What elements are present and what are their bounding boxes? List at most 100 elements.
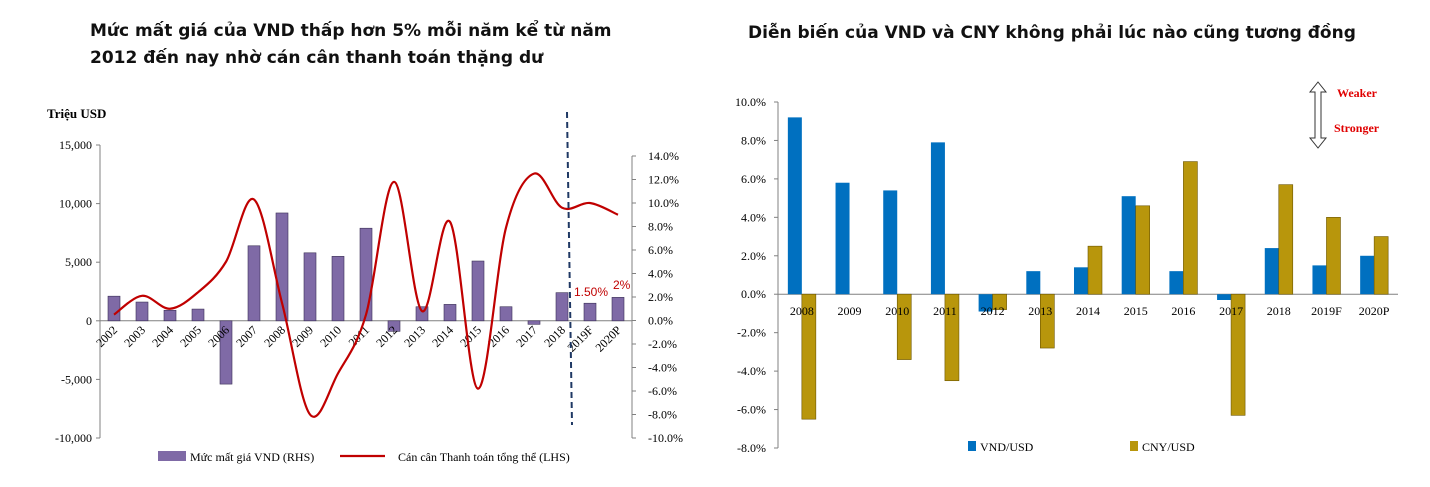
x-tick-label: 2019F: [565, 323, 597, 355]
left-title-line1: Mức mất giá của VND thấp hơn 5% mỗi năm …: [90, 21, 612, 41]
right-chart-x-tick-label: 2012: [981, 304, 1005, 318]
left-chart-title: Mức mất giá của VND thấp hơn 5% mỗi năm …: [90, 18, 690, 72]
right-y-tick-label: 14.0%: [648, 149, 679, 163]
purple-bar: [527, 320, 541, 325]
right-chart-title: Diễn biến của VND và CNY không phải lúc …: [748, 23, 1356, 43]
right-chart-x-tick-label: 2010: [885, 304, 909, 318]
vnd-usd-bar: [883, 190, 898, 295]
left-y-tick-label: -5,000: [61, 372, 92, 386]
cny-usd-bar: [944, 293, 960, 382]
purple-bar: [303, 252, 317, 322]
purple-bar: [331, 256, 345, 322]
right-y-tick-label: -10.0%: [648, 431, 683, 445]
weaker-label: Weaker: [1337, 86, 1378, 100]
purple-bar: [499, 306, 513, 322]
cny-usd-bar: [1183, 161, 1198, 295]
purple-bar: [583, 302, 597, 322]
right-y-tick-label: -8.0%: [648, 408, 677, 422]
left-y-tick-label: 5,000: [65, 255, 92, 269]
right-chart-x-tick-label: 2014: [1076, 304, 1100, 318]
x-tick-label: 2008: [261, 323, 288, 350]
x-tick-label: 2017: [513, 323, 540, 350]
vnd-usd-bar: [1312, 265, 1327, 295]
right-chart-x-tick-label: 2017: [1219, 304, 1243, 318]
x-tick-label: 2013: [401, 323, 428, 350]
left-unit-label: Triệu USD: [47, 106, 106, 121]
purple-bar: [247, 245, 261, 322]
right-chart-x-tick-label: 2013: [1028, 304, 1052, 318]
purple-bar: [387, 320, 401, 332]
right-y-tick-label: 6.0%: [648, 243, 673, 257]
right-y-tick-label: 8.0%: [648, 220, 673, 234]
vnd-usd-bar: [835, 182, 850, 295]
purple-bar: [611, 297, 625, 322]
x-tick-label: 2020P: [593, 323, 625, 355]
cny-usd-bar: [1040, 293, 1055, 349]
legend-label-purple: Mức mất giá VND (RHS): [190, 450, 314, 464]
purple-bar: [471, 260, 485, 322]
legend-swatch-cny-usd: [1130, 441, 1138, 451]
vnd-usd-bar: [1264, 248, 1279, 295]
vnd-usd-bar: [1026, 271, 1041, 295]
x-tick-label: 2015: [457, 323, 484, 350]
cny-usd-bar: [992, 293, 1007, 310]
vnd-usd-bar: [787, 117, 802, 295]
right-chart-y-tick-label: 2.0%: [741, 249, 766, 263]
left-y-tick-label: 15,000: [59, 138, 92, 152]
x-tick-label: 2014: [429, 323, 456, 350]
x-tick-label: 2010: [317, 323, 344, 350]
stronger-label: Stronger: [1334, 121, 1380, 135]
right-chart-y-tick-label: 0.0%: [741, 287, 766, 301]
x-tick-label: 2005: [177, 323, 204, 350]
right-chart: 10.0% 8.0% 6.0% 4.0% 2.0% 0.0% -2.0% -4.0% -6.0%…: [735, 81, 1398, 455]
x-tick-label: 2004: [149, 323, 176, 350]
right-chart-x-tick-label: 2019F: [1311, 304, 1342, 318]
cny-usd-bar: [1135, 205, 1150, 295]
right-chart-y-tick-label: -2.0%: [737, 326, 766, 340]
cny-usd-bar: [1373, 236, 1389, 295]
x-tick-label: 2018: [541, 323, 568, 350]
right-chart-y-tick-label: -6.0%: [737, 403, 766, 417]
balance-of-payments-line: [113, 172, 619, 418]
vnd-usd-bar: [978, 294, 993, 312]
vnd-usd-bar: [1360, 255, 1375, 295]
right-chart-x-tick-label: 2016: [1171, 304, 1195, 318]
purple-bar: [443, 304, 457, 322]
right-y-tick-label: 12.0%: [648, 173, 679, 187]
purple-bar: [107, 295, 121, 322]
right-y-tick-label: -2.0%: [648, 337, 677, 351]
right-chart-y-tick-label: 10.0%: [735, 95, 766, 109]
purple-bar: [219, 320, 233, 385]
cny-usd-bar: [1326, 217, 1341, 295]
legend-swatch-vnd-usd: [968, 441, 976, 451]
purple-bar: [135, 301, 149, 322]
x-tick-label: 2002: [93, 323, 120, 350]
left-chart: 15,000 10,000 5,000 0 -5,000 -10,000 14.0% 12.0…: [55, 111, 683, 464]
right-y-tick-label: 0.0%: [648, 314, 673, 328]
left-y-tick-label: 0: [86, 314, 92, 328]
cny-usd-bar: [1087, 245, 1103, 295]
right-chart-x-tick-label: 2008: [790, 304, 814, 318]
x-tick-label: 2007: [233, 323, 260, 350]
right-y-tick-label: -4.0%: [648, 361, 677, 375]
right-chart-y-tick-label: -4.0%: [737, 364, 766, 378]
right-chart-y-tick-label: 4.0%: [741, 210, 766, 224]
right-y-tick-label: 10.0%: [648, 196, 679, 210]
right-chart-x-tick-label: 2015: [1124, 304, 1148, 318]
right-y-tick-label: 4.0%: [648, 267, 673, 281]
right-chart-y-tick-label: 6.0%: [741, 172, 766, 186]
right-y-tick-label: 2.0%: [648, 290, 673, 304]
vnd-usd-bar: [1169, 271, 1184, 295]
cny-usd-bar: [801, 293, 817, 420]
left-title-line2: 2012 đến nay nhờ cán cân thanh toán thặn…: [90, 48, 544, 68]
purple-bar: [191, 308, 205, 322]
cny-usd-bar: [896, 293, 912, 360]
cny-usd-bar: [1278, 184, 1294, 295]
right-chart-x-tick-label: 2018: [1267, 304, 1291, 318]
left-y-tick-label: -10,000: [55, 431, 92, 445]
right-chart-y-tick-label: -8.0%: [737, 441, 766, 455]
right-chart-x-tick-label: 2011: [933, 304, 957, 318]
purple-bar: [163, 309, 177, 322]
purple-bar: [359, 227, 373, 322]
